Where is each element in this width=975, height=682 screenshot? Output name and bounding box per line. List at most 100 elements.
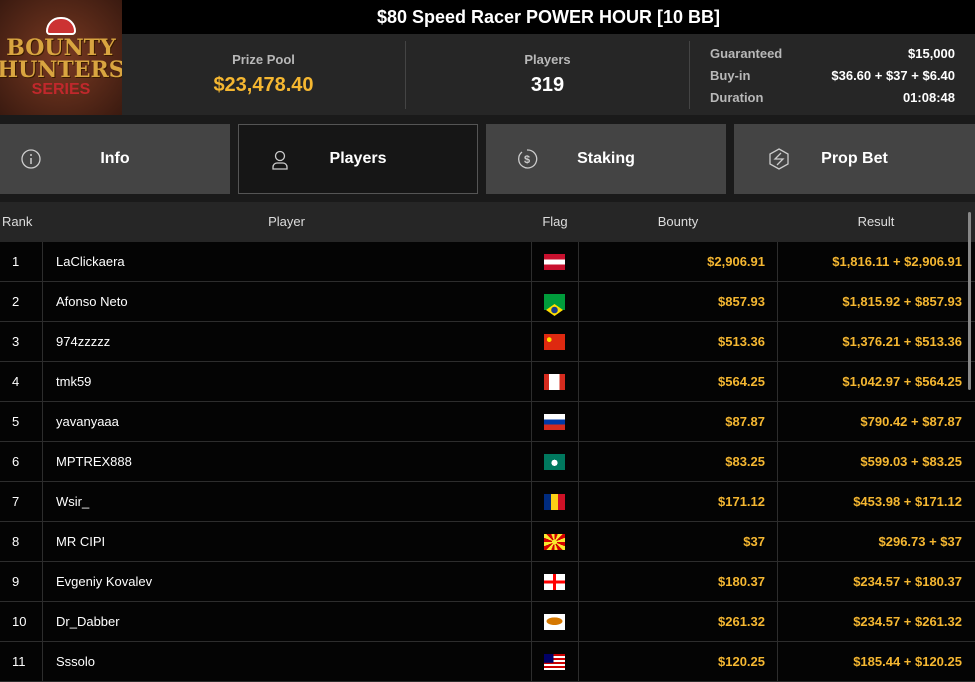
- result: $1,815.92 + $857.93: [777, 282, 975, 321]
- column-rank[interactable]: Rank: [2, 214, 33, 229]
- player-name: Afonso Neto: [42, 282, 531, 321]
- lightning-shield-icon: [769, 148, 789, 170]
- table-row[interactable]: 2 Afonso Neto $857.93 $1,815.92 + $857.9…: [0, 282, 975, 322]
- detail-value: $15,000: [908, 45, 955, 61]
- rank: 8: [12, 534, 20, 549]
- rank: 5: [12, 414, 20, 429]
- flag-cell: [531, 282, 579, 321]
- logo-text: HUNTERS: [0, 56, 122, 83]
- table-row[interactable]: 8 MR CIPI $37 $296.73 + $37: [0, 522, 975, 562]
- bounty: $261.32: [718, 614, 765, 629]
- flag-cell: [531, 602, 579, 641]
- table-row[interactable]: 11 Sssolo $120.25 $185.44 + $120.25: [0, 642, 975, 682]
- flag-cy-icon: [544, 614, 565, 630]
- bounty: $2,906.91: [707, 254, 765, 269]
- rank: 4: [12, 374, 20, 389]
- tab-prop-bet[interactable]: Prop Bet: [734, 124, 975, 194]
- table-row[interactable]: 6 MPTREX888 $83.25 $599.03 + $83.25: [0, 442, 975, 482]
- prize-pool-label: Prize Pool: [232, 52, 295, 67]
- player-name: Evgeniy Kovalev: [42, 562, 531, 601]
- tab-info[interactable]: Info: [0, 124, 230, 194]
- flag-cell: [531, 242, 579, 281]
- svg-text:$: $: [524, 154, 530, 166]
- bounty: $37: [743, 534, 765, 549]
- rank: 2: [12, 294, 20, 309]
- table-row[interactable]: 7 Wsir_ $171.12 $453.98 + $171.12: [0, 482, 975, 522]
- logo-text: BOUNTY: [6, 34, 116, 61]
- tab-label: Staking: [577, 150, 635, 167]
- bounty: $120.25: [718, 654, 765, 669]
- tab-staking[interactable]: $ Staking: [486, 124, 726, 194]
- flag-cell: [531, 562, 579, 601]
- bounty: $564.25: [718, 374, 765, 389]
- table-row[interactable]: 1 LaClickaera $2,906.91 $1,816.11 + $2,9…: [0, 242, 975, 282]
- player-name: yavanyaaa: [42, 402, 531, 441]
- detail-duration: Duration 01:08:48: [710, 86, 955, 108]
- result: $1,042.97 + $564.25: [777, 362, 975, 401]
- tournament-summary: Prize Pool $23,478.40 Players 319 Guaran…: [122, 34, 975, 115]
- flag-cn-icon: [544, 334, 565, 350]
- scrollbar[interactable]: [968, 212, 971, 390]
- players-label: Players: [524, 52, 571, 67]
- column-bounty[interactable]: Bounty: [657, 214, 699, 229]
- rank: 1: [12, 254, 20, 269]
- bounty-hunters-logo: BOUNTY HUNTERS SERIES: [0, 0, 122, 115]
- result: $234.57 + $180.37: [777, 562, 975, 601]
- flag-cell: [531, 442, 579, 481]
- players-value: 319: [530, 74, 565, 96]
- player-name: MPTREX888: [42, 442, 531, 481]
- flag-mk-icon: [544, 534, 565, 550]
- flag-ro-icon: [544, 494, 565, 510]
- detail-value: 01:08:48: [902, 89, 955, 105]
- flag-cell: [531, 522, 579, 561]
- result: $185.44 + $120.25: [777, 642, 975, 681]
- detail-label: Buy-in: [710, 67, 751, 83]
- rank: 3: [12, 334, 20, 349]
- detail-value: $36.60 + $37 + $6.40: [831, 67, 955, 83]
- rank: 7: [12, 494, 20, 509]
- column-result[interactable]: Result: [857, 214, 895, 229]
- result: $599.03 + $83.25: [777, 442, 975, 481]
- divider: [405, 41, 406, 109]
- bounty: $513.36: [718, 334, 765, 349]
- result: $234.57 + $261.32: [777, 602, 975, 641]
- flag-mo-icon: [544, 454, 565, 470]
- bounty: $857.93: [718, 294, 765, 309]
- bounty: $180.37: [718, 574, 765, 589]
- table-row[interactable]: 9 Evgeniy Kovalev $180.37 $234.57 + $180…: [0, 562, 975, 602]
- flag-at-icon: [544, 254, 565, 270]
- players-count: Players 319: [406, 34, 689, 115]
- flag-cell: [531, 322, 579, 361]
- detail-label: Guaranteed: [710, 45, 783, 61]
- prize-pool: Prize Pool $23,478.40: [122, 34, 405, 115]
- flag-ge-icon: [544, 574, 565, 590]
- player-name: tmk59: [42, 362, 531, 401]
- tab-label: Info: [100, 150, 130, 167]
- detail-label: Duration: [710, 89, 764, 105]
- flag-my-icon: [544, 654, 565, 670]
- player-name: LaClickaera: [42, 242, 531, 281]
- user-icon: [272, 150, 288, 170]
- column-flag[interactable]: Flag: [542, 214, 568, 229]
- rank: 10: [12, 614, 27, 629]
- rank: 11: [12, 654, 26, 669]
- tournament-details: Guaranteed $15,000 Buy-in $36.60 + $37 + $…: [710, 42, 955, 108]
- table-row[interactable]: 10 Dr_Dabber $261.32 $234.57 + $261.32: [0, 602, 975, 642]
- prize-pool-value: $23,478.40: [213, 74, 314, 96]
- table-row[interactable]: 4 tmk59 $564.25 $1,042.97 + $564.25: [0, 362, 975, 402]
- divider: [689, 41, 690, 109]
- table-row[interactable]: 3 974zzzzz $513.36 $1,376.21 + $513.36: [0, 322, 975, 362]
- flag-br-icon: [544, 294, 565, 316]
- bounty: $87.87: [725, 414, 765, 429]
- column-player[interactable]: Player: [268, 214, 305, 229]
- bounty: $83.25: [725, 454, 765, 469]
- detail-guaranteed: Guaranteed $15,000: [710, 42, 955, 64]
- tab-players[interactable]: Players: [238, 124, 478, 194]
- poker-chip-icon: [46, 16, 76, 35]
- dollar-coin-icon: $: [518, 149, 538, 169]
- tab-label: Prop Bet: [821, 150, 888, 167]
- result: $296.73 + $37: [777, 522, 975, 561]
- table-row[interactable]: 5 yavanyaaa $87.87 $790.42 + $87.87: [0, 402, 975, 442]
- detail-buyin: Buy-in $36.60 + $37 + $6.40: [710, 64, 955, 86]
- result: $1,816.11 + $2,906.91: [777, 242, 975, 281]
